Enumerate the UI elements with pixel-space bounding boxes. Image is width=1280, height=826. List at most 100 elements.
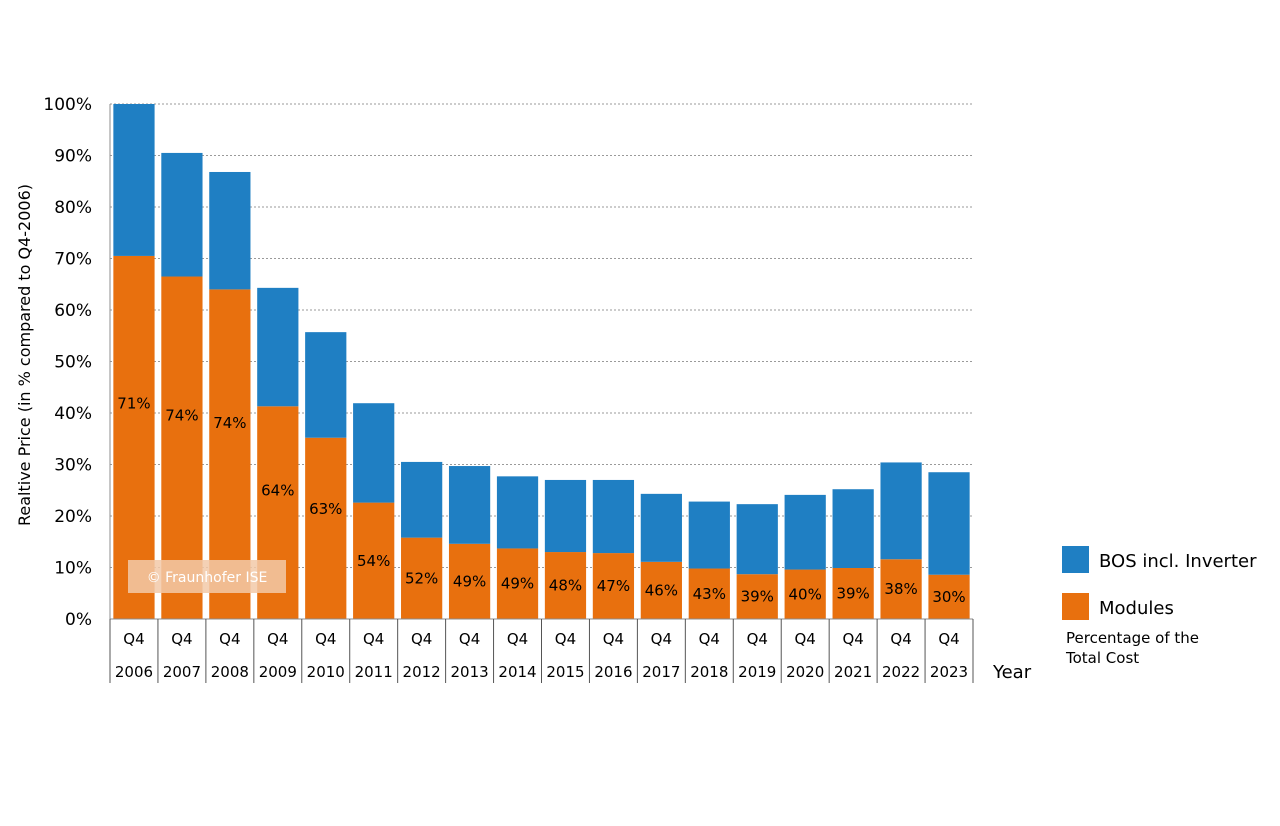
x-tick-quarter: Q4 — [507, 630, 528, 648]
data-label-2017: 46% — [645, 581, 678, 599]
x-tick-year: 2013 — [450, 663, 488, 681]
bar-bos-2018 — [688, 501, 730, 569]
x-tick-year: 2018 — [690, 663, 728, 681]
grid — [109, 103, 973, 619]
data-labels: 71% 74% 74% 64% 63% 54% 52% 49% 49% 48% 47% 46% 43% 3… — [117, 394, 965, 605]
bar-modules-2013 — [448, 543, 491, 619]
x-tick-quarter: Q4 — [219, 630, 240, 648]
x-tick-year: 2021 — [834, 663, 872, 681]
bar-bos-2022 — [880, 462, 922, 560]
watermark-text: © Fraunhofer ISE — [147, 570, 268, 586]
y-tick-label: 70% — [54, 250, 92, 270]
data-label-2015: 48% — [549, 577, 582, 595]
x-tick-quarter: Q4 — [171, 630, 192, 648]
data-label-2009: 64% — [261, 482, 294, 500]
bars — [113, 104, 970, 620]
bar-modules-2018 — [688, 568, 730, 619]
legend-note-line-1: Percentage of the — [1066, 629, 1199, 647]
legend: BOS incl. Inverter Modules Percentage of… — [1062, 546, 1257, 667]
bar-modules-2017 — [640, 561, 682, 619]
bar-bos-2015 — [544, 479, 587, 553]
y-axis-ticks: 0% 10% 20% 30% 40% 50% 60% 70% 80% 90% 100% — [43, 95, 92, 630]
data-label-2010: 63% — [309, 500, 342, 518]
x-tick-year: 2011 — [355, 663, 393, 681]
x-tick-year: 2012 — [403, 663, 441, 681]
y-tick-label: 60% — [54, 301, 92, 321]
y-tick-label: 0% — [65, 610, 92, 630]
x-tick-year: 2019 — [738, 663, 776, 681]
bar-modules-2012 — [401, 537, 443, 619]
y-tick-label: 30% — [54, 456, 92, 476]
x-tick-quarter: Q4 — [699, 630, 720, 648]
x-tick-year: 2016 — [594, 663, 632, 681]
legend-swatch-bos — [1062, 546, 1089, 573]
y-tick-label: 80% — [54, 198, 92, 218]
y-tick-label: 10% — [54, 559, 92, 579]
x-tick-quarter: Q4 — [267, 630, 288, 648]
x-tick-quarter: Q4 — [603, 630, 624, 648]
data-label-2012: 52% — [405, 569, 438, 587]
x-tick-quarter: Q4 — [890, 630, 911, 648]
bar-bos-2020 — [784, 494, 826, 570]
x-tick-quarter: Q4 — [315, 630, 336, 648]
x-tick-year: 2022 — [882, 663, 920, 681]
watermark-box — [128, 560, 286, 593]
x-axis-label: Year — [992, 662, 1032, 683]
x-tick-year: 2014 — [498, 663, 536, 681]
y-tick-label: 20% — [54, 507, 92, 527]
x-tick-quarter: Q4 — [123, 630, 144, 648]
x-tick-year: 2007 — [163, 663, 201, 681]
x-axis: Q4 2006 Q4 2007 Q4 2008 Q4 2009 Q4 2010 Q4 2011 Q4 20… — [109, 618, 974, 683]
bar-modules-2011 — [353, 502, 395, 619]
bar-modules-2022 — [880, 559, 922, 619]
x-tick-year: 2010 — [307, 663, 345, 681]
data-label-2023: 30% — [932, 588, 965, 606]
x-tick-quarter: Q4 — [842, 630, 863, 648]
data-label-2011: 54% — [357, 552, 390, 570]
bar-modules-2019 — [736, 574, 778, 619]
bar-bos-2019 — [736, 504, 778, 575]
x-tick-year: 2015 — [546, 663, 584, 681]
x-tick-quarter: Q4 — [938, 630, 959, 648]
x-tick-year: 2017 — [642, 663, 680, 681]
x-tick-quarter: Q4 — [795, 630, 816, 648]
x-tick-quarter: Q4 — [651, 630, 672, 648]
x-tick-quarter: Q4 — [747, 630, 768, 648]
data-label-2007: 74% — [165, 406, 198, 424]
watermark: © Fraunhofer ISE — [128, 560, 286, 593]
legend-label-modules: Modules — [1099, 598, 1174, 619]
data-label-2016: 47% — [597, 577, 630, 595]
y-tick-label: 50% — [54, 353, 92, 373]
legend-swatch-modules — [1062, 593, 1089, 620]
bar-modules-2015 — [544, 552, 587, 619]
y-tick-label: 40% — [54, 404, 92, 424]
bar-modules-2014 — [496, 548, 539, 619]
legend-note-line-2: Total Cost — [1065, 649, 1139, 667]
data-label-2008: 74% — [213, 414, 246, 432]
bar-bos-2014 — [496, 476, 539, 549]
data-label-2022: 38% — [884, 580, 917, 598]
bar-bos-2011 — [353, 403, 395, 503]
bar-bos-2023 — [928, 472, 970, 575]
data-label-2021: 39% — [836, 585, 869, 603]
x-tick-year: 2009 — [259, 663, 297, 681]
bar-bos-2017 — [640, 493, 682, 562]
x-tick-year: 2006 — [115, 663, 153, 681]
bar-bos-2016 — [592, 479, 635, 554]
y-tick-label: 100% — [43, 95, 92, 115]
x-tick-quarter: Q4 — [411, 630, 432, 648]
data-label-2020: 40% — [789, 585, 822, 603]
bar-modules-2016 — [592, 553, 635, 619]
x-tick-quarter: Q4 — [555, 630, 576, 648]
x-tick-year: 2020 — [786, 663, 824, 681]
bar-bos-2009 — [257, 287, 299, 407]
bar-bos-2013 — [448, 466, 491, 544]
bar-modules-2021 — [832, 568, 874, 619]
legend-label-bos: BOS incl. Inverter — [1099, 551, 1257, 572]
bar-bos-2021 — [832, 489, 874, 569]
bar-bos-2008 — [209, 171, 251, 290]
data-label-2014: 49% — [501, 575, 534, 593]
bar-bos-2007 — [161, 152, 203, 277]
bar-modules-2010 — [305, 437, 347, 619]
